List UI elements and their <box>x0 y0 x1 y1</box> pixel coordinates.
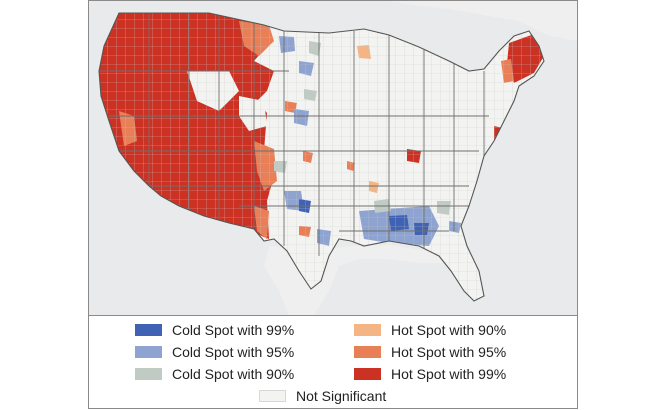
legend-label: Hot Spot with 90% <box>391 322 507 338</box>
legend-label: Cold Spot with 99% <box>172 322 295 338</box>
legend-label: Cold Spot with 95% <box>172 344 295 360</box>
legend-swatch <box>354 324 381 336</box>
legend-item-hot-99: Hot Spot with 99% <box>354 365 506 383</box>
legend-label: Cold Spot with 90% <box>172 366 295 382</box>
legend-swatch <box>354 346 381 358</box>
legend-item-cold-90: Cold Spot with 90% <box>135 365 294 383</box>
legend-swatch <box>354 368 381 380</box>
legend-label: Not Significant <box>296 388 387 404</box>
legend-item-cold-95: Cold Spot with 95% <box>135 343 294 361</box>
us-county-hotspot-map <box>89 1 577 315</box>
legend-item-hot-90: Hot Spot with 90% <box>354 321 506 339</box>
legend-label: Hot Spot with 99% <box>391 366 507 382</box>
map-figure: Cold Spot with 99% Cold Spot with 95% Co… <box>88 0 578 409</box>
legend-swatch <box>135 368 162 380</box>
legend-swatch <box>259 390 286 402</box>
legend-swatch <box>135 324 162 336</box>
state-boundaries <box>99 13 489 256</box>
canada-landmass <box>389 1 577 41</box>
legend-swatch <box>135 346 162 358</box>
legend-item-not-significant: Not Significant <box>259 387 386 405</box>
map-legend: Cold Spot with 99% Cold Spot with 95% Co… <box>89 315 577 408</box>
legend-item-hot-95: Hot Spot with 95% <box>354 343 506 361</box>
legend-item-cold-99: Cold Spot with 99% <box>135 321 294 339</box>
legend-label: Hot Spot with 95% <box>391 344 507 360</box>
